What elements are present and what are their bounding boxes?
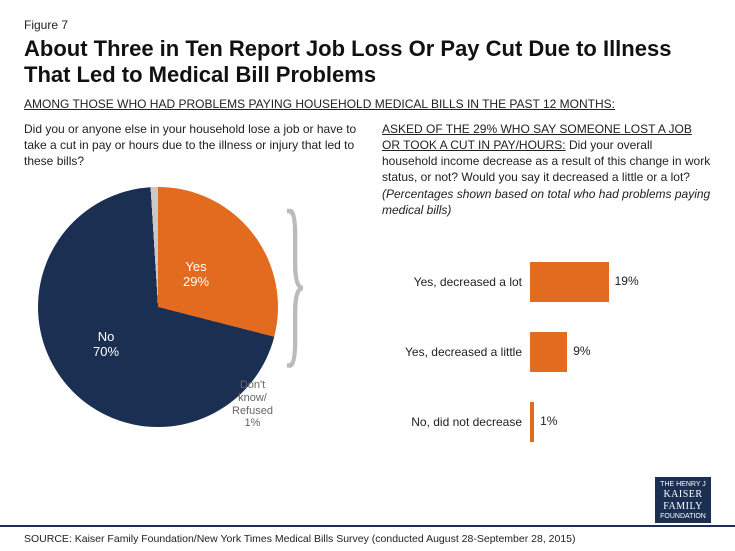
footer: SOURCE: Kaiser Family Foundation/New Yor…: [0, 525, 735, 551]
bar-label: No, did not decrease: [382, 415, 530, 429]
pie-no-label: No: [98, 329, 115, 344]
bar-track: 1%: [530, 402, 650, 442]
bar-chart: Yes, decreased a lot19%Yes, decreased a …: [382, 262, 711, 442]
kff-logo: THE HENRY J KAISER FAMILY FOUNDATION: [655, 477, 711, 523]
figure-label: Figure 7: [24, 18, 711, 32]
bar-label: Yes, decreased a lot: [382, 275, 530, 289]
pie-no-value: 70%: [93, 344, 119, 359]
bar-fill: [530, 262, 609, 302]
pie-chart: Yes 29% No 70% Don't know/ Refused 1% }: [38, 179, 298, 439]
logo-l4: FOUNDATION: [655, 513, 711, 521]
bar-row: No, did not decrease 1%: [382, 402, 711, 442]
pie-slice-no: No 70%: [93, 329, 119, 359]
pie-slice-yes: Yes 29%: [183, 259, 209, 289]
bar-row: Yes, decreased a little 9%: [382, 332, 711, 372]
dk-l2: know/: [238, 392, 267, 404]
dk-l3: Refused: [232, 405, 273, 417]
logo-l3: FAMILY: [655, 501, 711, 513]
figure-container: Figure 7 About Three in Ten Report Job L…: [0, 0, 735, 484]
bar-fill: [530, 402, 534, 442]
dk-l1: Don't: [240, 379, 265, 391]
bar-track: 19%: [530, 262, 650, 302]
bar-fill: [530, 332, 567, 372]
chart-title: About Three in Ten Report Job Loss Or Pa…: [24, 36, 711, 89]
bar-label: Yes, decreased a little: [382, 345, 530, 359]
right-italic: (Percentages shown based on total who ha…: [382, 187, 710, 217]
left-question: Did you or anyone else in your household…: [24, 121, 364, 170]
source-text: SOURCE: Kaiser Family Foundation/New Yor…: [24, 533, 576, 545]
logo-l2: KAISER: [655, 489, 711, 501]
content-columns: Did you or anyone else in your household…: [24, 121, 711, 472]
bar-track: 9%: [530, 332, 650, 372]
left-column: Did you or anyone else in your household…: [24, 121, 364, 472]
bar-value: 1%: [540, 414, 557, 428]
logo-l1: THE HENRY J: [655, 481, 711, 489]
pie-slice-dk: Don't know/ Refused 1%: [232, 379, 273, 430]
chart-subtitle: AMONG THOSE WHO HAD PROBLEMS PAYING HOUS…: [24, 97, 711, 111]
bar-value: 19%: [615, 274, 639, 288]
pie-yes-value: 29%: [183, 274, 209, 289]
right-column: ASKED OF THE 29% WHO SAY SOMEONE LOST A …: [382, 121, 711, 472]
right-question: ASKED OF THE 29% WHO SAY SOMEONE LOST A …: [382, 121, 711, 218]
brace-icon: }: [282, 168, 308, 389]
bar-value: 9%: [573, 344, 590, 358]
pie-yes-label: Yes: [185, 259, 206, 274]
bar-row: Yes, decreased a lot 19%: [382, 262, 711, 302]
dk-l4: 1%: [245, 417, 261, 429]
